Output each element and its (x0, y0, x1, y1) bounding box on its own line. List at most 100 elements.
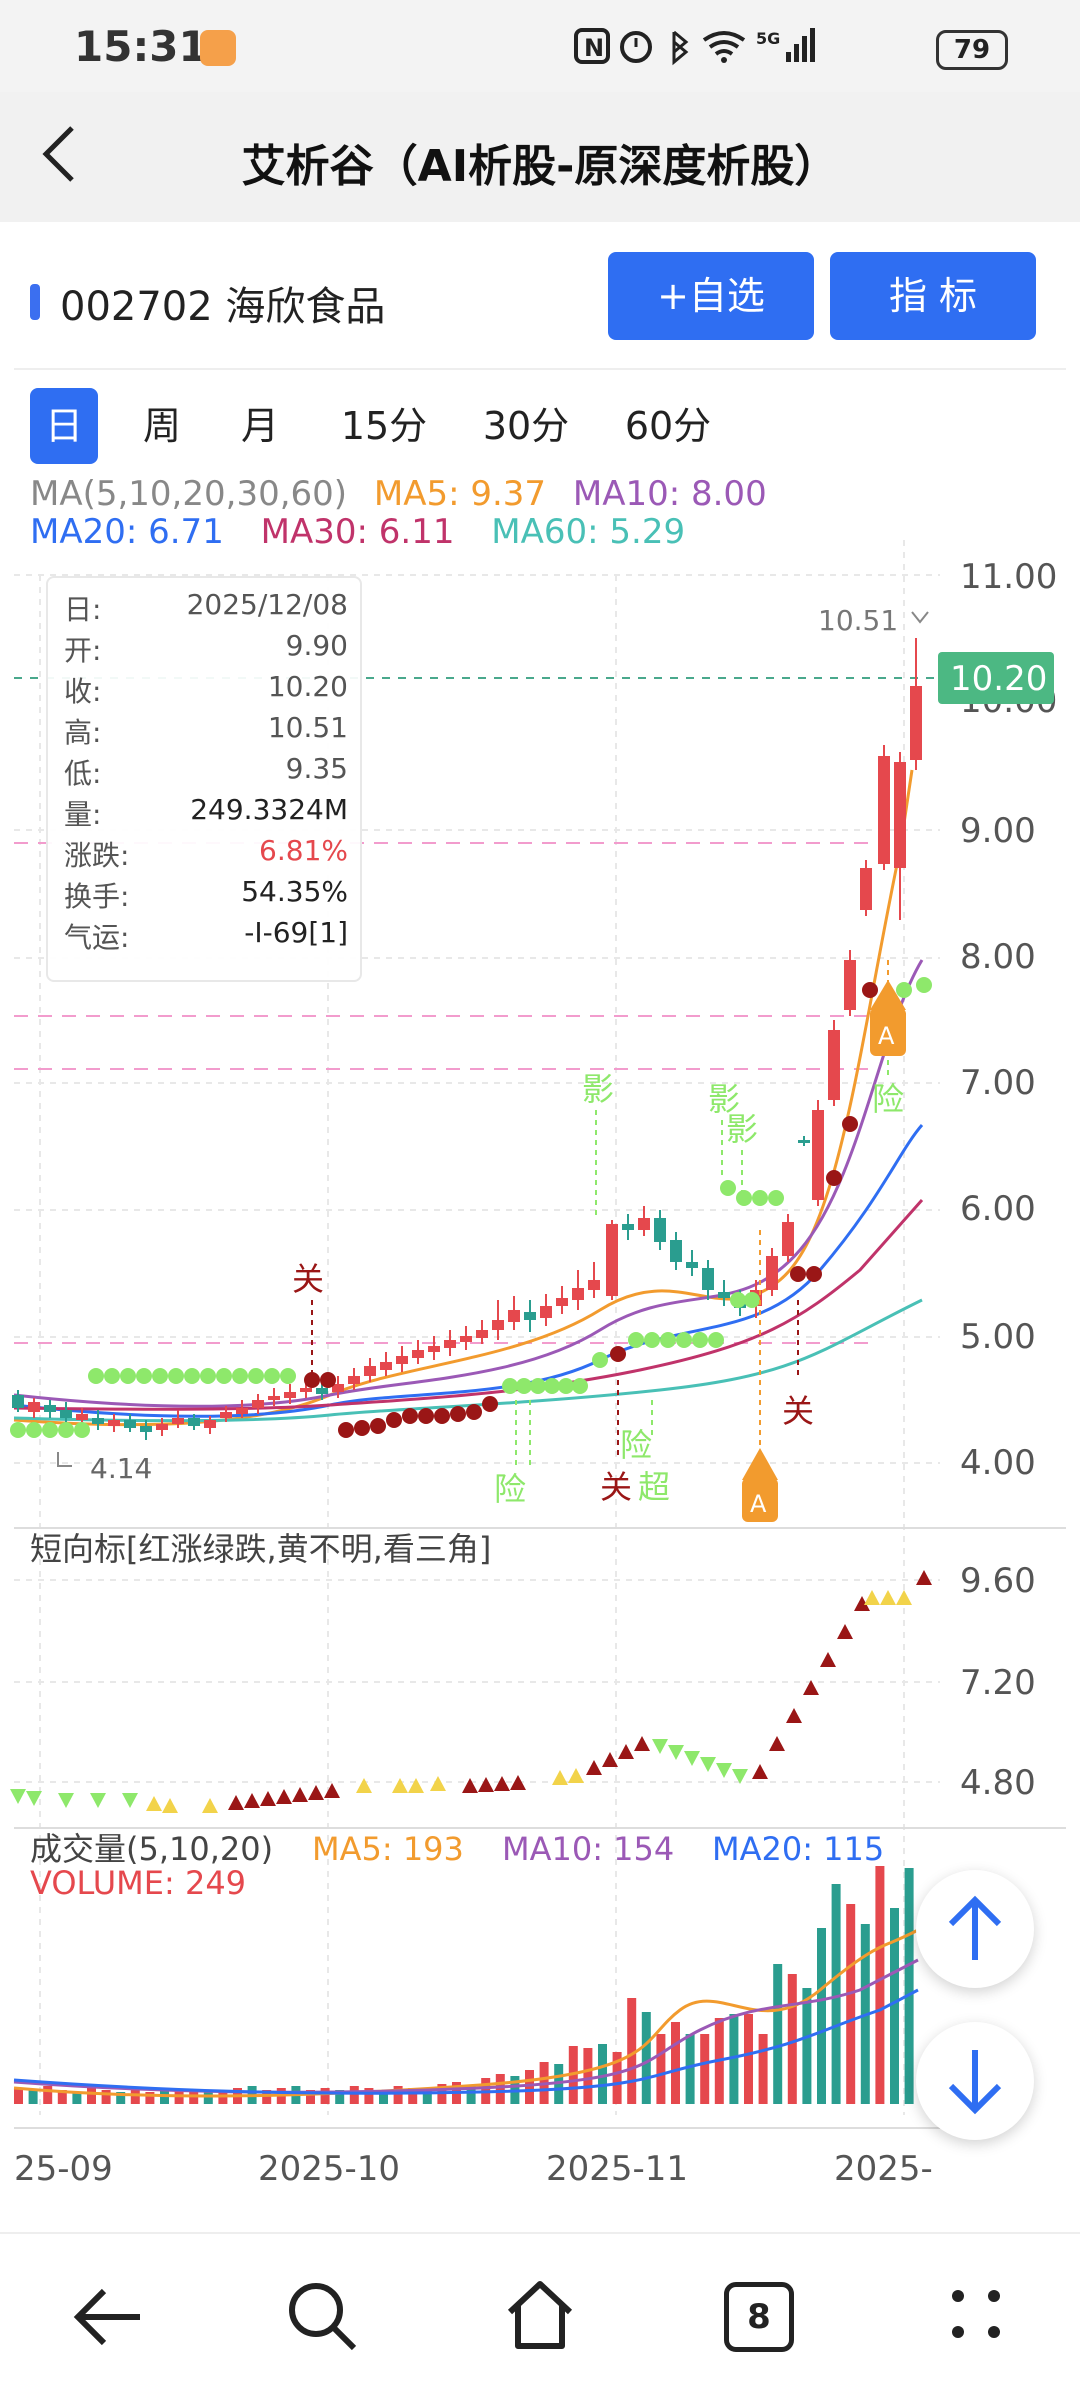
candle-body (860, 868, 872, 910)
home-icon (507, 2281, 573, 2349)
tab-day[interactable]: 日 (30, 388, 98, 464)
candle-body (268, 1396, 280, 1400)
svg-text:N: N (584, 34, 604, 62)
volume-bar (72, 2092, 82, 2104)
volume-bar (87, 2088, 96, 2104)
indicator-triangle-up (568, 1768, 584, 1783)
indicator-triangle-up (228, 1795, 244, 1810)
info-row-low: 低: 9.35 (64, 752, 348, 790)
candle-body (622, 1224, 634, 1230)
signal-dot-red (826, 1170, 842, 1186)
candle-body (476, 1330, 488, 1338)
nav-back-button[interactable] (70, 2282, 146, 2356)
candle-body (28, 1402, 40, 1412)
volume-bar (145, 2092, 155, 2104)
date-tick: 2025- (834, 2149, 933, 2189)
candle-body (572, 1288, 584, 1300)
signal-dot-green (502, 1378, 518, 1394)
app-notification-icon (200, 30, 236, 66)
tab-30min[interactable]: 30分 (482, 404, 570, 448)
signal-dot-red (418, 1408, 434, 1424)
price-tick: 6.00 (960, 1189, 1036, 1229)
volume-bar (466, 2086, 476, 2104)
back-button[interactable] (40, 122, 80, 201)
tab-15min[interactable]: 15分 (340, 404, 428, 448)
volume-bar (729, 2014, 739, 2104)
annotation-a: A (878, 1022, 895, 1050)
kline-chart[interactable]: 11.00 10.00 9.00 8.00 7.00 6.00 5.00 4.0… (0, 540, 1080, 2230)
signal-dot-green (592, 1352, 608, 1368)
indicator-triangle-up (510, 1775, 526, 1790)
volume-bar (57, 2090, 67, 2104)
candle-body (364, 1366, 376, 1376)
volume-bar (335, 2090, 345, 2104)
nav-home-button[interactable] (502, 2276, 578, 2356)
svg-text:5G: 5G (756, 29, 780, 48)
tab-60min[interactable]: 60分 (624, 404, 712, 448)
indicator-tick: 7.20 (960, 1663, 1036, 1703)
indicator-triangle-up (244, 1793, 260, 1808)
scroll-down-button[interactable] (916, 2022, 1034, 2140)
app-header: 艾析谷（AI析股-原深度析股） (0, 92, 1080, 222)
signal-dot-green (152, 1368, 168, 1384)
nav-tabs-button[interactable]: 8 (724, 2282, 794, 2352)
candle-body (124, 1420, 136, 1428)
date-tick: 25-09 (14, 2149, 113, 2189)
signal-dot-green (692, 1332, 708, 1348)
signal-dot-red (450, 1406, 466, 1422)
candle-body (92, 1418, 104, 1424)
candle-body (798, 1140, 810, 1143)
volume-current: VOLUME: 249 (30, 1864, 246, 1902)
search-icon (289, 2283, 357, 2351)
candle-body (878, 756, 890, 864)
signal-dot-green (104, 1368, 120, 1384)
add-watchlist-button[interactable]: +自选 (608, 252, 814, 340)
volume-bar (408, 2088, 418, 2104)
bottom-navigation: 8 (0, 2232, 1080, 2402)
nav-search-button[interactable] (284, 2278, 360, 2358)
candle-body (828, 1030, 840, 1100)
signal-dot-red (370, 1418, 386, 1434)
nav-menu-button[interactable] (946, 2284, 1006, 2348)
candle-body (156, 1424, 168, 1430)
indicator-triangle-up (854, 1596, 870, 1611)
volume-bar (802, 1988, 812, 2104)
price-tick: 9.00 (960, 811, 1036, 851)
stock-name: 002702 海欣食品 (60, 284, 386, 330)
volume-bar (758, 2034, 768, 2104)
indicator-triangle-down (90, 1793, 106, 1808)
indicator-tick: 4.80 (960, 1763, 1036, 1803)
volume-bar (787, 1974, 797, 2104)
signal-dot-red (862, 982, 878, 998)
indicator-triangle-down (684, 1751, 700, 1766)
candle-body (284, 1392, 296, 1398)
indicator-triangle-up (202, 1798, 218, 1813)
signal-dot-red (304, 1372, 320, 1388)
candle-body (348, 1376, 360, 1384)
annotation-guan: 关 (600, 1468, 632, 1506)
ma-legend-row2: MA20: 6.71 MA30: 6.11 MA60: 5.29 (30, 512, 685, 552)
info-row-open: 开: 9.90 (64, 629, 348, 667)
price-tick: 7.00 (960, 1063, 1036, 1103)
scroll-up-button[interactable] (916, 1870, 1034, 1988)
indicator-triangle-down (58, 1793, 74, 1808)
signal-dot-red (842, 1116, 858, 1132)
candle-body (252, 1400, 264, 1408)
tab-week[interactable]: 周 (142, 404, 181, 448)
volume-bar (349, 2086, 359, 2104)
signal-dot-green (88, 1368, 104, 1384)
tab-month[interactable]: 月 (240, 404, 279, 448)
divider (14, 368, 1066, 370)
annotation-a: A (750, 1490, 767, 1518)
indicator-button[interactable]: 指 标 (830, 252, 1036, 340)
indicator-triangle-up (276, 1789, 292, 1804)
indicator-triangle-up (292, 1787, 308, 1802)
signal-dot-green (730, 1292, 746, 1308)
annotation-xian: 险 (494, 1470, 526, 1508)
candle-body (300, 1388, 312, 1392)
volume-bar (43, 2086, 53, 2104)
battery-indicator: 79 (936, 30, 1008, 70)
signal-dot-green (628, 1332, 644, 1348)
signal-dot-green (184, 1368, 200, 1384)
ma60-value: MA60: 5.29 (491, 512, 686, 552)
